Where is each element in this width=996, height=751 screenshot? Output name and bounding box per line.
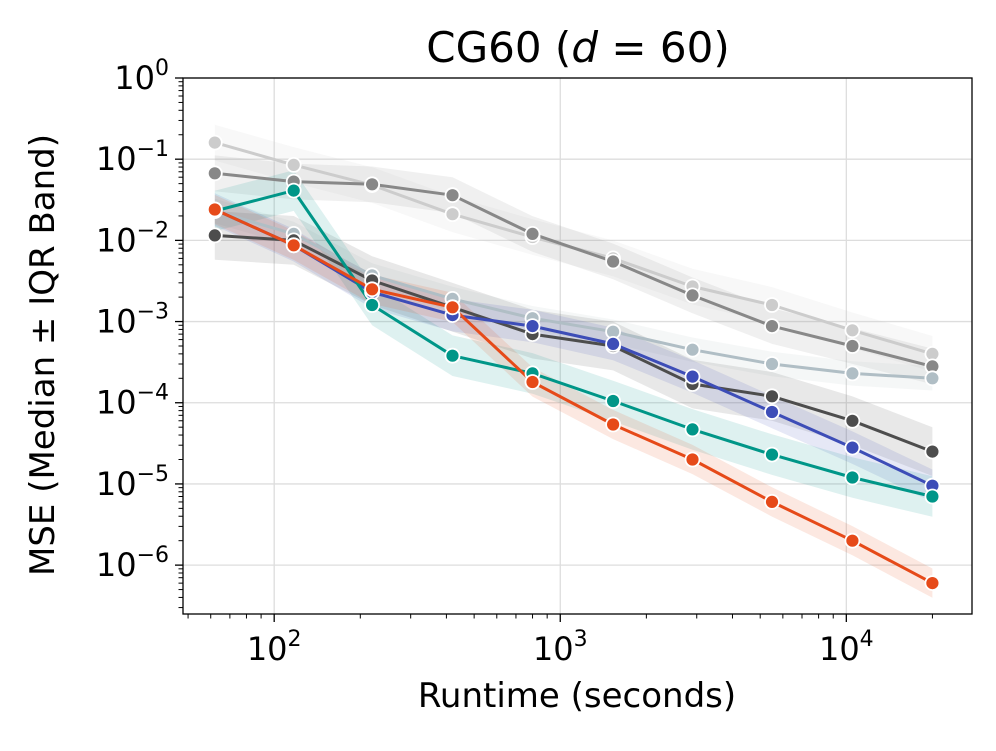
data-point bbox=[206, 227, 223, 244]
data-point bbox=[444, 206, 461, 223]
data-point bbox=[524, 225, 541, 242]
data-point bbox=[924, 370, 941, 387]
x-axis-label: Runtime (seconds) bbox=[418, 676, 736, 716]
y-tick-label: 10−4 bbox=[96, 381, 169, 422]
data-point bbox=[285, 182, 302, 199]
data-point bbox=[605, 335, 621, 352]
y-tick-label: 10−5 bbox=[96, 462, 169, 503]
series-markers bbox=[206, 134, 941, 591]
chart-title: CG60 (d = 60) bbox=[426, 23, 729, 72]
iqr-band-4 bbox=[214, 211, 933, 476]
data-point bbox=[605, 253, 621, 270]
x-tick-label: 103 bbox=[533, 627, 588, 668]
data-point bbox=[364, 297, 381, 313]
data-point bbox=[206, 165, 223, 182]
data-point bbox=[844, 532, 861, 549]
data-point bbox=[844, 439, 861, 456]
data-point bbox=[444, 299, 461, 316]
y-tick-label: 10−2 bbox=[96, 218, 169, 259]
y-tick-label: 10−3 bbox=[96, 300, 169, 341]
iqr-band-6 bbox=[214, 170, 933, 517]
data-point bbox=[844, 322, 861, 339]
data-point bbox=[206, 134, 223, 151]
data-point bbox=[684, 421, 701, 438]
data-point bbox=[764, 404, 780, 420]
y-axis-ticks: 10−6 10−5 10−4 10−3 10−2 10−1 100 bbox=[96, 56, 183, 609]
data-point bbox=[764, 297, 780, 313]
x-tick-label: 102 bbox=[247, 627, 302, 668]
data-point bbox=[684, 287, 701, 304]
data-point bbox=[684, 341, 701, 358]
data-point bbox=[764, 446, 780, 463]
data-point bbox=[764, 318, 780, 335]
data-point bbox=[524, 374, 541, 390]
y-tick-label: 10−6 bbox=[96, 543, 169, 584]
data-point bbox=[206, 201, 223, 218]
y-tick-label: 10−1 bbox=[96, 137, 169, 178]
data-point bbox=[924, 443, 941, 460]
data-point bbox=[524, 318, 541, 335]
series-line-3 bbox=[214, 209, 933, 380]
iqr-band-2 bbox=[214, 155, 933, 385]
y-axis-label: MSE (Median ± IQR Band) bbox=[23, 134, 63, 576]
data-point bbox=[285, 237, 302, 254]
x-axis-ticks: 102 103 104 bbox=[187, 614, 933, 668]
data-point bbox=[764, 356, 780, 372]
data-point bbox=[924, 575, 941, 591]
series-line-2 bbox=[214, 171, 933, 368]
x-tick-label: 104 bbox=[819, 627, 874, 668]
data-point bbox=[444, 187, 461, 204]
data-point bbox=[364, 176, 381, 193]
data-point bbox=[844, 469, 861, 486]
data-point bbox=[684, 368, 701, 385]
data-point bbox=[444, 347, 461, 364]
iqr-band-5 bbox=[214, 193, 933, 503]
series-line-4 bbox=[214, 233, 933, 453]
data-point bbox=[844, 412, 861, 429]
series-line-7 bbox=[214, 208, 934, 585]
data-point bbox=[844, 365, 861, 382]
data-point bbox=[924, 488, 941, 505]
data-point bbox=[605, 393, 621, 409]
y-tick-label: 100 bbox=[114, 56, 169, 97]
series-lines bbox=[214, 141, 934, 585]
data-point bbox=[684, 451, 701, 468]
data-point bbox=[605, 416, 621, 433]
data-point bbox=[364, 281, 381, 298]
data-point bbox=[764, 388, 780, 405]
series-line-6 bbox=[214, 189, 933, 498]
data-point bbox=[844, 338, 861, 354]
iqr-band-3 bbox=[214, 198, 933, 391]
data-point bbox=[764, 493, 780, 510]
data-point bbox=[285, 156, 302, 173]
